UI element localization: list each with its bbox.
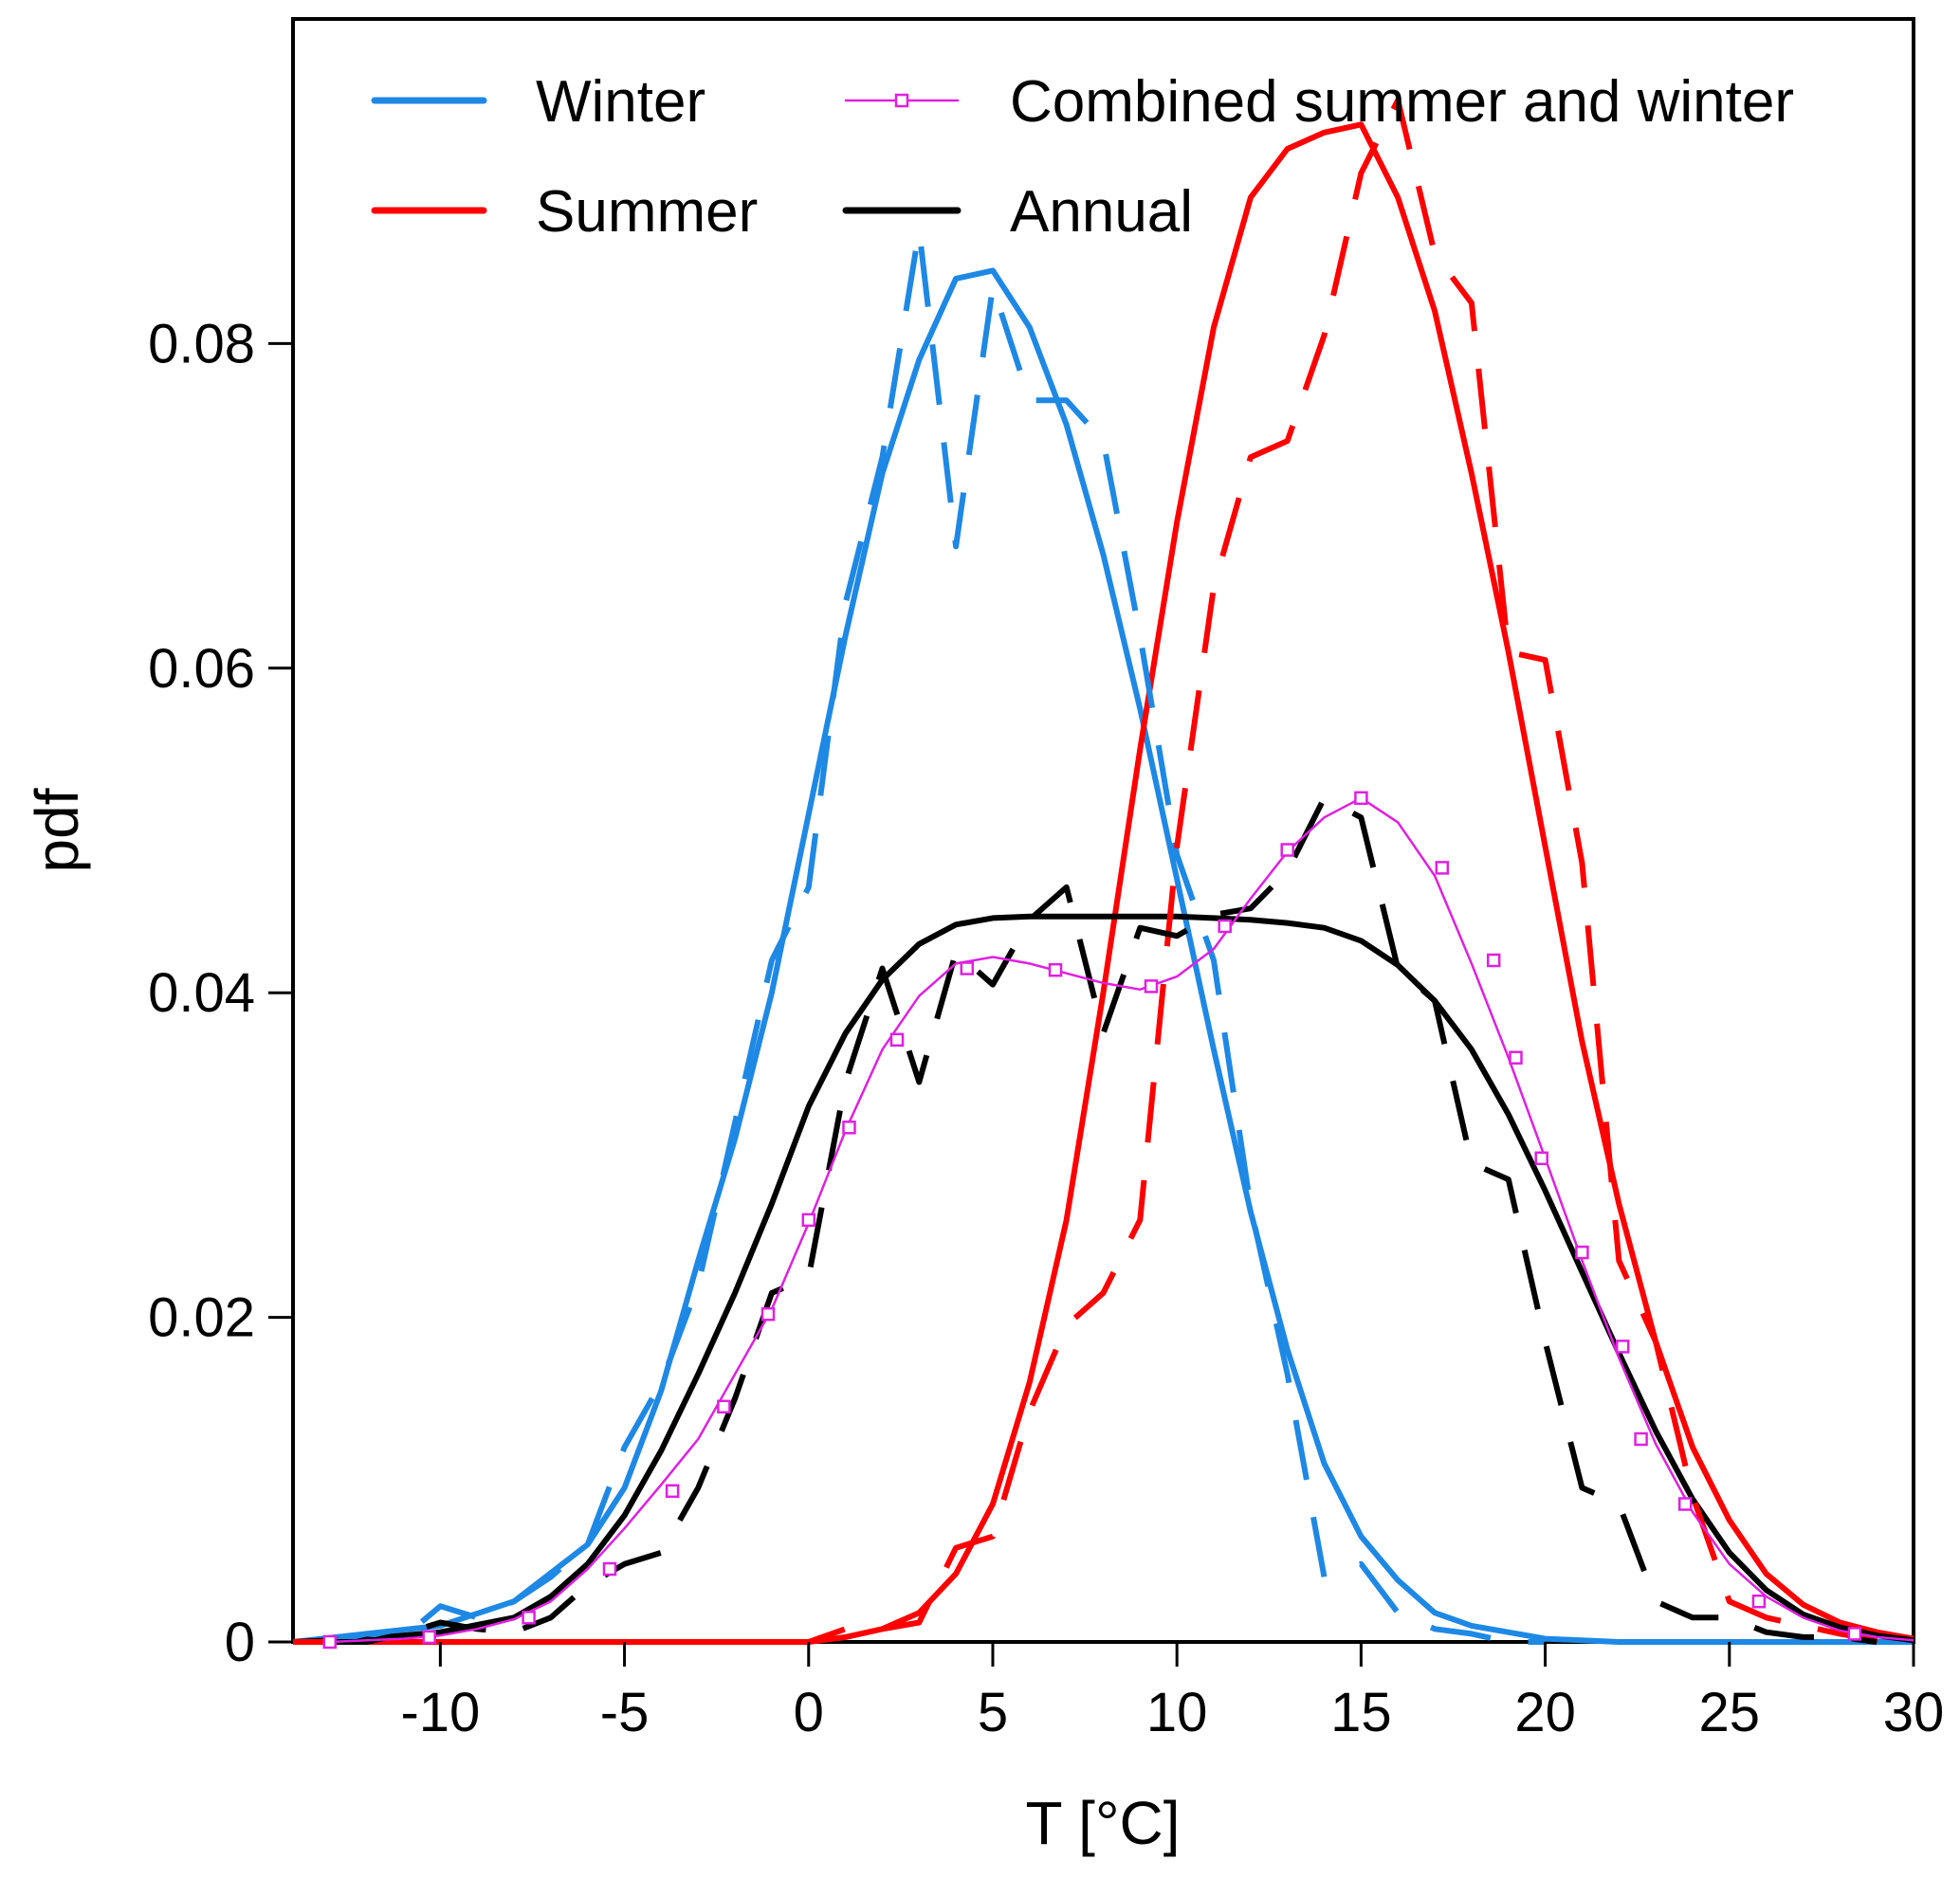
ticks-layer: -10 -5 0 5 10 15 20 25 30 0 0.02 0.04 0.06 0.08: [148, 313, 1944, 1743]
x-tick-label: 25: [1699, 1682, 1761, 1743]
marker-combined: [1144, 979, 1159, 994]
legend-item: Combined summer and winter: [844, 69, 1794, 135]
series-combined: [329, 796, 1914, 1644]
x-tick-label: 5: [978, 1682, 1008, 1743]
legend: Winter Summer Combined summer and winter An…: [371, 69, 1794, 245]
marker-combined: [1435, 861, 1450, 875]
marker-combined: [1280, 843, 1294, 857]
marker-combined: [665, 1484, 680, 1499]
marker-combined: [1575, 1245, 1589, 1260]
y-tick-label: 0.04: [148, 962, 255, 1024]
marker-combined: [1354, 791, 1368, 806]
marker-combined: [422, 1630, 436, 1645]
series-winter-empirical: [329, 227, 1546, 1645]
series-summer-fit: [293, 121, 1914, 1645]
marker-combined: [1534, 1151, 1548, 1166]
series-annual-fit: [292, 913, 1914, 1645]
marker-combined: [1847, 1627, 1862, 1641]
x-tick-label: 10: [1146, 1682, 1208, 1743]
marker-combined: [1615, 1340, 1630, 1354]
legend-label: Combined summer and winter: [1010, 69, 1794, 135]
legend-label: Annual: [1010, 179, 1193, 245]
x-axis-label: T [°C]: [1025, 1789, 1180, 1857]
marker-combined: [1509, 1050, 1523, 1065]
y-tick-label: 0.08: [148, 313, 255, 374]
series-layer: [292, 97, 1914, 1650]
y-tick-label: 0: [225, 1612, 255, 1673]
marker-combined: [1486, 953, 1501, 968]
marker-combined: [889, 1032, 905, 1048]
legend-item: Summer: [371, 179, 758, 245]
series-summer-empirical: [293, 97, 1914, 1645]
y-tick-label: 0.02: [148, 1287, 255, 1349]
marker-combined: [1218, 919, 1232, 934]
x-tick-label: -10: [400, 1682, 480, 1743]
legend-item: Annual: [842, 179, 1193, 245]
x-tick-label: 30: [1883, 1682, 1945, 1743]
marker-combined: [1751, 1594, 1767, 1609]
marker-combined: [801, 1212, 816, 1228]
legend-label: Winter: [536, 69, 705, 135]
legend-item: Winter: [371, 69, 705, 135]
marker-combined: [522, 1611, 536, 1625]
marker-combined: [1634, 1431, 1648, 1447]
legend-label: Summer: [536, 179, 758, 245]
marker-combined: [760, 1306, 776, 1322]
marker-combined: [842, 1121, 856, 1135]
marker-combined: [1048, 962, 1063, 977]
marker-combined: [602, 1561, 617, 1577]
x-tick-label: 15: [1330, 1682, 1392, 1743]
x-tick-label: 20: [1514, 1682, 1576, 1743]
marker-combined: [717, 1399, 731, 1414]
marker-combined: [322, 1634, 338, 1650]
x-tick-label: 0: [794, 1682, 824, 1743]
x-tick-label: -5: [600, 1682, 650, 1743]
legend-marker: [894, 93, 909, 108]
marker-combined: [960, 961, 975, 975]
series-winter-fit: [292, 267, 1914, 1645]
y-axis-label: pdf: [23, 788, 91, 872]
marker-combined: [1677, 1497, 1693, 1511]
y-tick-label: 0.06: [148, 638, 255, 700]
plot-frame: [291, 17, 1915, 1644]
